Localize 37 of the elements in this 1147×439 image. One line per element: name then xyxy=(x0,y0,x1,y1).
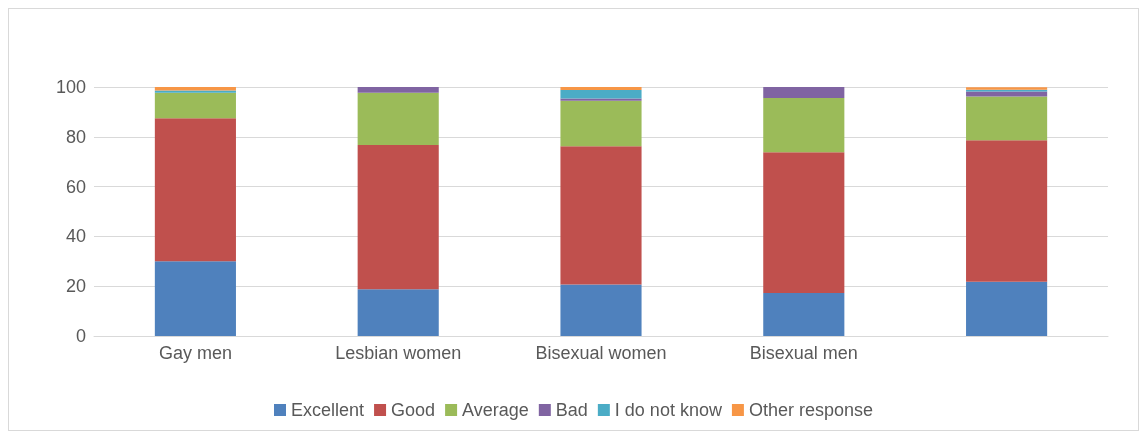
bar xyxy=(966,91,1048,97)
bar xyxy=(560,284,642,336)
x-tick-label: Bisexual men xyxy=(749,343,858,363)
bar xyxy=(763,292,845,336)
x-tick-label: Lesbian women xyxy=(335,343,462,363)
x-tick-label: Bisexual women xyxy=(535,343,667,363)
x-tick-label: Gay men xyxy=(158,343,232,363)
bar xyxy=(966,140,1048,282)
bar xyxy=(357,92,439,146)
y-tick-label: 100 xyxy=(55,77,86,97)
y-tick-label: 60 xyxy=(65,176,86,197)
bar xyxy=(763,87,845,98)
bar xyxy=(966,281,1048,336)
legend-label: I do not know xyxy=(614,400,723,420)
bar xyxy=(357,87,439,93)
bar xyxy=(357,145,439,290)
y-tick-label: 0 xyxy=(75,326,86,346)
bar xyxy=(560,87,642,90)
legend-label: Excellent xyxy=(291,400,365,420)
bar xyxy=(154,261,236,336)
bar xyxy=(560,98,642,101)
bar xyxy=(966,96,1048,141)
bar xyxy=(560,100,642,147)
bar xyxy=(560,146,642,285)
legend-label: Average xyxy=(462,400,529,420)
y-tick-label: 20 xyxy=(65,276,86,297)
bar xyxy=(154,118,236,262)
bar xyxy=(763,152,845,293)
y-tick-label: 40 xyxy=(65,226,86,247)
legend-label: Good xyxy=(391,400,436,420)
legend-label: Bad xyxy=(555,400,588,420)
bar xyxy=(763,97,845,153)
legend-label: Other response xyxy=(748,400,873,420)
bar xyxy=(154,92,236,119)
bar xyxy=(560,89,642,99)
bar xyxy=(357,289,439,336)
y-tick-label: 80 xyxy=(65,126,86,147)
